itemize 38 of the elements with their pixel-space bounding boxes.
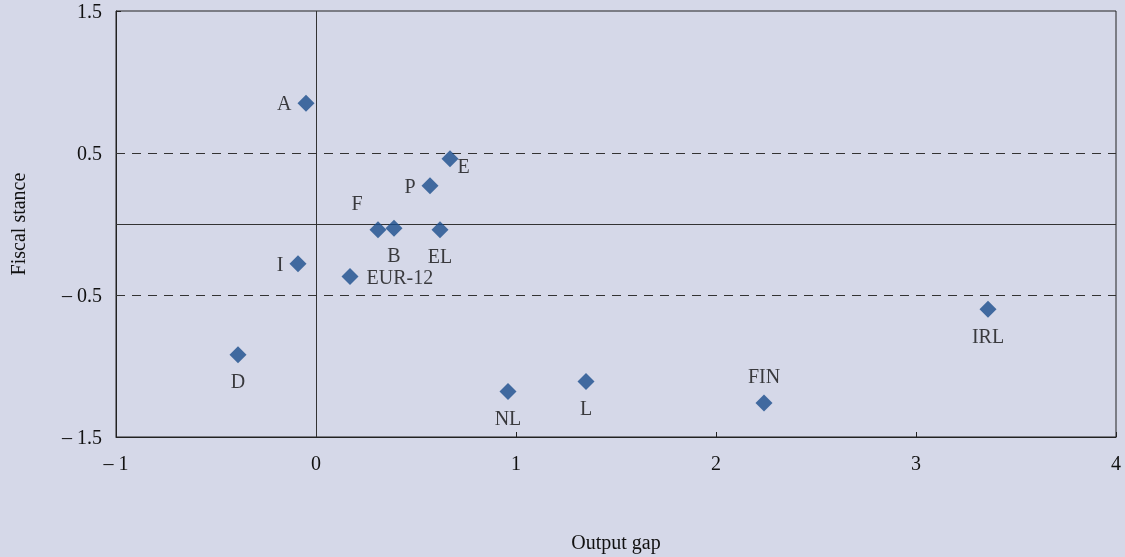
point [431, 221, 449, 239]
x-tick-label: 1 [511, 452, 521, 474]
x-tick-label: 4 [1111, 452, 1121, 474]
point [441, 150, 459, 168]
y-tick-label: 1.5 [77, 0, 102, 22]
series-label: E [457, 155, 470, 178]
point [369, 221, 387, 239]
series-label: NL [494, 407, 522, 430]
series-label: L [579, 397, 593, 420]
y-tick-label: – 1.5 [61, 426, 102, 448]
series-label: A [277, 92, 293, 115]
point [979, 300, 997, 318]
series-label: IRL [971, 324, 1005, 347]
point [755, 394, 773, 412]
series-label: P [404, 174, 416, 197]
y-tick-label: – 0.5 [61, 284, 102, 306]
point [229, 346, 247, 364]
point [421, 177, 439, 195]
point [289, 255, 307, 273]
series-label: EL [427, 245, 453, 268]
x-axis-title: Output gap [571, 531, 661, 554]
y-tick-label: 0.5 [77, 142, 102, 164]
x-tick-label: – 1 [102, 452, 129, 474]
x-tick-label: 0 [311, 452, 321, 474]
point [297, 94, 315, 112]
series-label: FIN [747, 365, 781, 388]
point [499, 383, 517, 401]
series-label: I [276, 252, 284, 275]
x-tick-label: 2 [711, 452, 721, 474]
series-label: B [387, 243, 401, 266]
x-tick-label: 3 [911, 452, 921, 474]
series-label: D [230, 370, 246, 393]
y-axis-title: Fiscal stance [7, 172, 29, 276]
point [341, 268, 359, 286]
point [385, 219, 403, 237]
series-label: F [351, 192, 363, 215]
point [577, 373, 595, 391]
series-label: EUR-12 [366, 265, 434, 288]
